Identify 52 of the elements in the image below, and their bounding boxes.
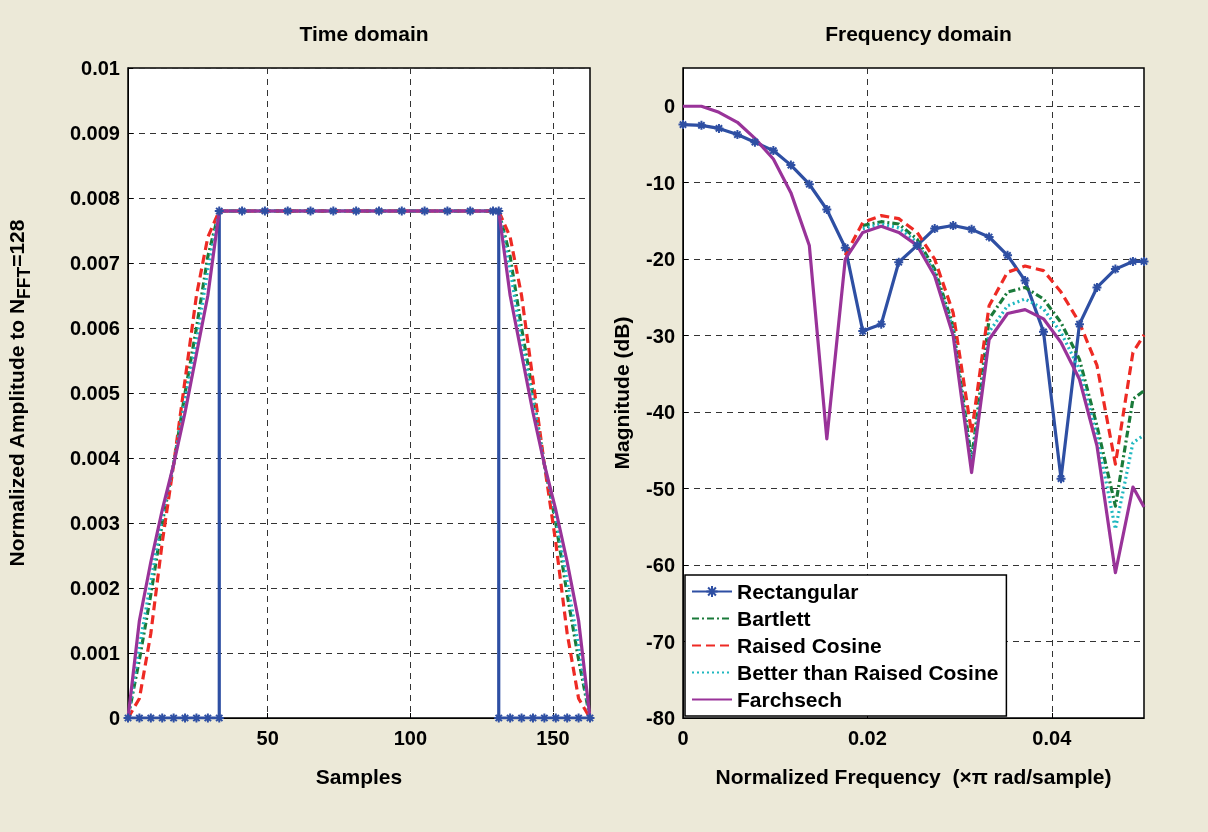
y-tick-label: 0.01	[81, 57, 120, 79]
point	[983, 231, 995, 243]
line-series	[843, 213, 1146, 466]
x-tick-label: 0.02	[847, 727, 887, 749]
x-axis-title: Normalized Frequency (×π rad/sample)	[715, 765, 1112, 788]
point	[785, 159, 797, 171]
point	[893, 256, 905, 268]
y-tick-label: -20	[646, 248, 675, 271]
x-tick-label: 150	[536, 727, 570, 749]
y-tick-label: -30	[646, 324, 675, 347]
legend-label: Bartlett	[737, 607, 811, 630]
line-series	[681, 104, 1146, 575]
y-tick-label: -80	[646, 707, 675, 729]
y-tick-label: 0.008	[69, 187, 120, 209]
y-tick-label: -60	[646, 554, 675, 577]
point	[1002, 249, 1014, 261]
point	[966, 223, 978, 235]
point	[1073, 318, 1085, 330]
legend-label: Raised Cosine	[737, 634, 882, 657]
y-tick-label: -10	[646, 171, 675, 194]
point	[857, 325, 869, 337]
y-tick-label: -50	[646, 477, 675, 500]
y-tick-label: 0.009	[69, 122, 120, 144]
x-tick-label: 50	[256, 727, 279, 749]
point	[1055, 473, 1067, 485]
point	[875, 318, 887, 330]
legend-label: Farchsech	[737, 688, 843, 711]
y-tick-label: 0	[108, 707, 120, 729]
y-tick-label: -40	[646, 401, 675, 424]
chart-title: Time domain	[299, 22, 429, 45]
point	[749, 136, 761, 148]
y-tick-label: 0.001	[69, 642, 120, 664]
x-axis-title: Samples	[315, 765, 403, 788]
x-tick-label: 0.04	[1032, 727, 1073, 749]
y-tick-label: 0.003	[69, 512, 120, 534]
x-tick-label: 0	[677, 727, 689, 749]
y-tick-label: 0	[663, 95, 675, 118]
y-tick-label: 0.006	[69, 317, 120, 339]
chart-title: Frequency domain	[825, 22, 1012, 45]
y-tick-label: 0.002	[69, 577, 120, 599]
point	[1038, 326, 1049, 338]
point	[839, 242, 851, 254]
y-tick-label: -70	[646, 630, 675, 653]
x-tick-label: 100	[393, 727, 428, 749]
y-axis-title: Magnitude (dB)	[610, 316, 634, 470]
legend-label: Rectangular	[737, 580, 859, 603]
legend-label: Better than Raised Cosine	[737, 661, 999, 684]
y-tick-label: 0.004	[69, 447, 121, 469]
point	[803, 178, 815, 190]
y-tick-label: 0.007	[69, 252, 120, 274]
y-tick-label: 0.005	[69, 382, 120, 404]
point	[1109, 263, 1121, 275]
